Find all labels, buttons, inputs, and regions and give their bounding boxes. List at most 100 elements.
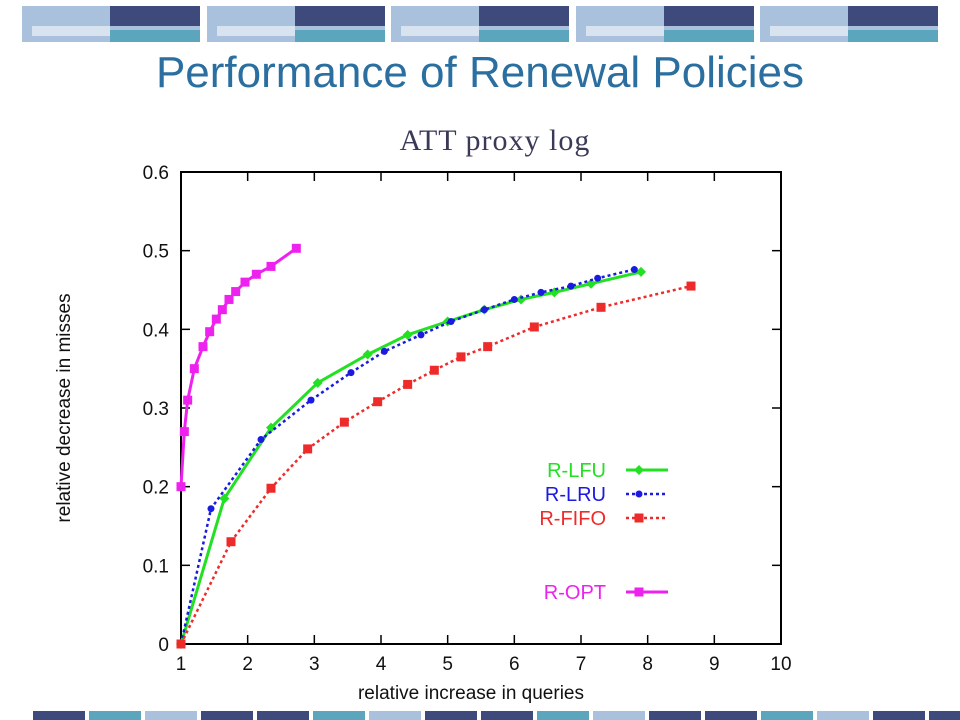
footer-band-block: [201, 711, 253, 720]
band-tile-dark: [295, 6, 385, 26]
data-point-r-opt: [211, 314, 221, 324]
legend-marker-r-lfu: [634, 465, 644, 475]
x-tick-label: 6: [509, 654, 520, 675]
series-line-r-lru: [179, 268, 635, 645]
data-point-r-lru: [447, 317, 455, 325]
series-r-opt: [176, 243, 301, 492]
data-point-r-lfu: [219, 493, 230, 504]
data-point-r-lfu: [636, 266, 646, 277]
header-band-tile: [391, 6, 569, 42]
data-point-r-opt: [183, 395, 193, 405]
data-point-r-lru: [567, 282, 575, 290]
band-tile-teal: [664, 30, 754, 42]
data-point-r-fifo: [456, 352, 466, 362]
x-tick-label: 9: [709, 654, 720, 675]
slide-title: Performance of Renewal Policies: [155, 48, 805, 97]
data-point-r-fifo: [483, 342, 493, 352]
band-tile-highlight: [217, 26, 295, 36]
x-tick-label: 8: [642, 654, 653, 675]
footer-band-block: [369, 711, 421, 720]
data-point-r-fifo: [266, 483, 276, 493]
y-tick-label: 0.4: [143, 320, 170, 341]
header-band-tile: [22, 6, 200, 42]
data-point-r-fifo: [529, 322, 539, 332]
data-point-r-lru: [380, 347, 388, 355]
footer-band-block: [89, 711, 141, 720]
series-line-r-fifo: [179, 284, 692, 645]
band-tile-dark: [479, 6, 569, 26]
data-point-r-lru: [417, 331, 425, 339]
legend-label-r-lfu: R-LFU: [547, 460, 606, 482]
legend-marker-r-lru: [635, 490, 643, 498]
data-point-r-fifo: [686, 281, 696, 291]
x-tick-label: 10: [770, 654, 791, 675]
footer-band-block: [761, 711, 813, 720]
data-point-r-lfu: [312, 377, 323, 388]
x-tick-label: 5: [442, 654, 453, 675]
data-point-r-opt: [217, 305, 227, 315]
data-point-r-lfu: [586, 278, 596, 289]
data-point-r-lru: [207, 505, 215, 513]
data-point-r-opt: [224, 294, 234, 304]
data-point-r-lru: [347, 369, 355, 377]
data-point-r-lru: [594, 274, 602, 282]
y-axis-label: relative decrease in misses: [54, 293, 75, 522]
data-point-r-fifo: [339, 417, 349, 427]
data-point-r-fifo: [596, 302, 606, 312]
data-point-r-lru: [307, 396, 315, 404]
footer-band-block: [33, 711, 85, 720]
footer-band-block: [481, 711, 533, 720]
x-tick-label: 7: [576, 654, 587, 675]
footer-band-block: [705, 711, 757, 720]
band-tile-highlight: [770, 26, 848, 36]
chart-title: ATT proxy log: [399, 124, 591, 157]
band-tile-teal: [295, 30, 385, 42]
header-band-tile: [576, 6, 754, 42]
y-tick-label: 0.3: [143, 399, 169, 420]
legend-label-r-opt: R-OPT: [544, 582, 606, 604]
data-point-r-opt: [291, 243, 301, 253]
x-tick-label: 1: [176, 654, 187, 675]
data-point-r-opt: [266, 261, 276, 271]
band-tile-highlight: [586, 26, 664, 36]
data-point-r-opt: [231, 287, 241, 297]
band-tile-teal: [479, 30, 569, 42]
data-point-r-opt: [189, 364, 199, 374]
x-tick-label: 3: [309, 654, 320, 675]
data-point-r-lfu: [402, 329, 413, 340]
legend-marker-r-opt: [634, 587, 644, 597]
footer-band-block: [817, 711, 869, 720]
band-tile-dark: [848, 6, 938, 26]
data-point-r-lru: [480, 306, 488, 314]
header-band-tile: [207, 6, 385, 42]
x-axis-label: relative increase in queries: [358, 683, 584, 704]
data-point-r-lfu: [266, 422, 276, 433]
series-r-lru: [177, 266, 638, 648]
data-point-r-opt: [176, 482, 186, 492]
bottom-decorative-band: [33, 711, 960, 720]
plot-frame: [180, 171, 782, 645]
footer-band-block: [929, 711, 960, 720]
data-point-r-lru: [510, 295, 518, 303]
band-tile-dark: [110, 6, 200, 26]
y-tick-label: 0.6: [143, 163, 169, 184]
data-point-r-lru: [537, 288, 545, 296]
footer-band-block: [649, 711, 701, 720]
footer-band-block: [593, 711, 645, 720]
band-tile-teal: [110, 30, 200, 42]
data-point-r-opt: [240, 277, 250, 287]
data-point-r-fifo: [373, 397, 383, 407]
footer-band-block: [257, 711, 309, 720]
data-point-r-opt: [251, 269, 261, 279]
series-r-fifo: [176, 281, 696, 649]
footer-band-block: [537, 711, 589, 720]
footer-band-block: [425, 711, 477, 720]
data-point-r-fifo: [176, 639, 186, 649]
legend-label-r-lru: R-LRU: [545, 484, 606, 506]
x-tick-label: 2: [242, 654, 253, 675]
top-decorative-band: [22, 6, 938, 42]
data-point-r-lru: [257, 435, 265, 443]
y-tick-label: 0.5: [143, 242, 169, 263]
